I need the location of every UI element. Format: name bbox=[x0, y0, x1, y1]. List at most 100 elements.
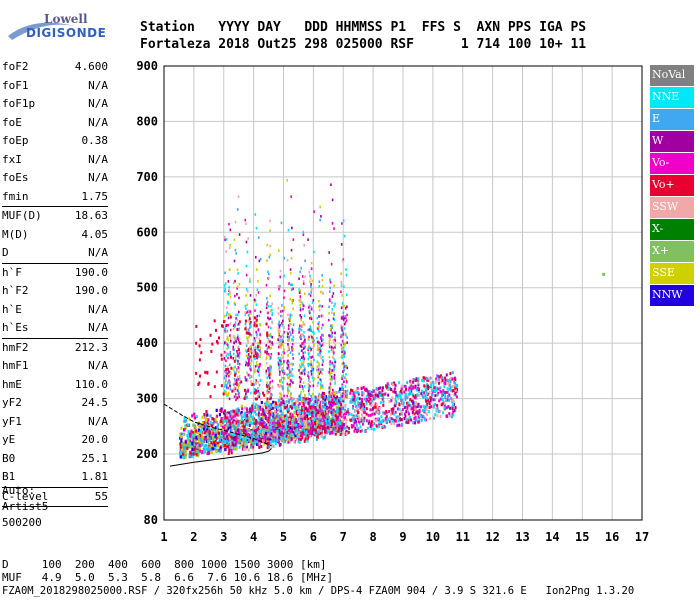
scatter-point bbox=[303, 372, 306, 376]
scatter-point bbox=[266, 392, 269, 395]
scatter-point bbox=[330, 371, 332, 374]
scatter-point bbox=[307, 424, 310, 428]
scatter-point bbox=[225, 439, 228, 443]
scatter-point bbox=[261, 415, 264, 419]
scatter-point bbox=[373, 405, 376, 409]
scatter-point bbox=[342, 425, 345, 429]
scatter-point bbox=[270, 402, 273, 406]
scatter-point bbox=[290, 195, 292, 198]
scatter-point bbox=[331, 295, 334, 298]
scatter-point bbox=[278, 385, 281, 388]
scatter-point bbox=[291, 397, 294, 400]
scatter-point bbox=[239, 429, 242, 433]
scatter-point bbox=[343, 322, 346, 326]
scatter-point bbox=[220, 417, 223, 421]
scatter-point bbox=[233, 432, 236, 436]
scatter-point bbox=[193, 412, 196, 416]
scatter-point bbox=[371, 394, 374, 398]
scatter-point bbox=[302, 413, 306, 417]
scatter-point bbox=[200, 351, 203, 355]
scatter-point bbox=[304, 338, 306, 342]
scatter-point bbox=[345, 373, 347, 376]
scatter-point bbox=[407, 395, 410, 399]
scatter-point bbox=[403, 405, 406, 409]
scatter-point bbox=[291, 299, 293, 303]
scatter-point bbox=[282, 429, 285, 433]
scatter-point bbox=[290, 437, 293, 441]
scatter-point bbox=[450, 396, 453, 400]
scatter-point bbox=[317, 428, 320, 432]
scatter-point bbox=[333, 304, 335, 308]
scatter-point bbox=[410, 399, 413, 403]
scatter-point bbox=[256, 347, 259, 350]
scatter-point bbox=[379, 401, 382, 405]
scatter-point bbox=[306, 437, 309, 441]
scatter-point bbox=[203, 420, 206, 425]
scatter-point bbox=[222, 440, 225, 444]
scatter-point bbox=[266, 376, 269, 380]
y-tick-label: 200 bbox=[136, 447, 158, 461]
scatter-point bbox=[361, 422, 364, 426]
footer-muf-row: MUF 4.9 5.0 5.3 5.8 6.6 7.6 10.6 18.6 [M… bbox=[2, 571, 334, 584]
scatter-point bbox=[333, 394, 336, 398]
scatter-point bbox=[418, 405, 421, 409]
scatter-point bbox=[254, 300, 256, 303]
scatter-point bbox=[335, 409, 338, 413]
scatter-point bbox=[297, 415, 300, 419]
scatter-point bbox=[289, 297, 292, 301]
scatter-point bbox=[249, 277, 251, 281]
scatter-point bbox=[450, 388, 453, 392]
scatter-point bbox=[344, 432, 347, 436]
scatter-point bbox=[235, 433, 238, 437]
x-tick-label: 7 bbox=[340, 530, 347, 544]
scatter-point bbox=[446, 398, 449, 402]
scatter-point bbox=[329, 373, 331, 377]
scatter-point bbox=[310, 291, 312, 294]
scatter-point bbox=[310, 267, 313, 270]
scatter-point bbox=[290, 394, 292, 397]
scatter-point bbox=[310, 317, 313, 321]
scatter-point bbox=[225, 383, 228, 387]
scatter-point bbox=[278, 443, 281, 447]
scatter-point bbox=[302, 408, 305, 413]
scatter-point bbox=[210, 430, 213, 434]
scatter-point bbox=[356, 428, 359, 432]
scatter-point bbox=[303, 431, 306, 435]
scatter-point bbox=[310, 363, 313, 366]
scatter-point bbox=[400, 418, 403, 422]
scatter-point bbox=[229, 370, 232, 374]
scatter-point bbox=[414, 394, 417, 398]
scatter-point bbox=[416, 378, 419, 382]
scatter-point bbox=[340, 272, 343, 275]
scatter-point bbox=[211, 342, 214, 346]
scatter-point bbox=[288, 361, 290, 364]
param-row: foF1 N/A bbox=[2, 77, 108, 96]
scatter-point bbox=[408, 392, 411, 396]
scatter-point bbox=[234, 356, 237, 359]
scatter-point bbox=[322, 385, 324, 389]
scatter-point bbox=[179, 432, 182, 436]
param-label: hmF2 bbox=[2, 340, 29, 354]
scatter-point bbox=[251, 430, 254, 434]
scatter-point bbox=[443, 406, 446, 410]
scatter-point bbox=[314, 423, 317, 427]
scatter-point bbox=[255, 412, 258, 416]
scatter-point bbox=[198, 381, 201, 385]
scatter-point bbox=[215, 370, 218, 374]
scatter-point bbox=[412, 385, 415, 389]
scatter-point bbox=[260, 444, 263, 448]
scatter-point bbox=[236, 389, 239, 392]
scatter-point bbox=[360, 417, 363, 421]
scatter-point bbox=[239, 419, 242, 424]
scatter-point bbox=[269, 357, 272, 360]
scatter-point bbox=[299, 380, 302, 384]
scatter-point bbox=[281, 340, 283, 343]
y-tick-label: 600 bbox=[136, 225, 158, 239]
scatter-point bbox=[429, 376, 432, 380]
scatter-point bbox=[260, 417, 263, 421]
scatter-point bbox=[444, 395, 447, 399]
scatter-point bbox=[319, 382, 322, 386]
scatter-point bbox=[249, 310, 252, 313]
scatter-point bbox=[277, 361, 280, 365]
scatter-point bbox=[341, 317, 343, 320]
